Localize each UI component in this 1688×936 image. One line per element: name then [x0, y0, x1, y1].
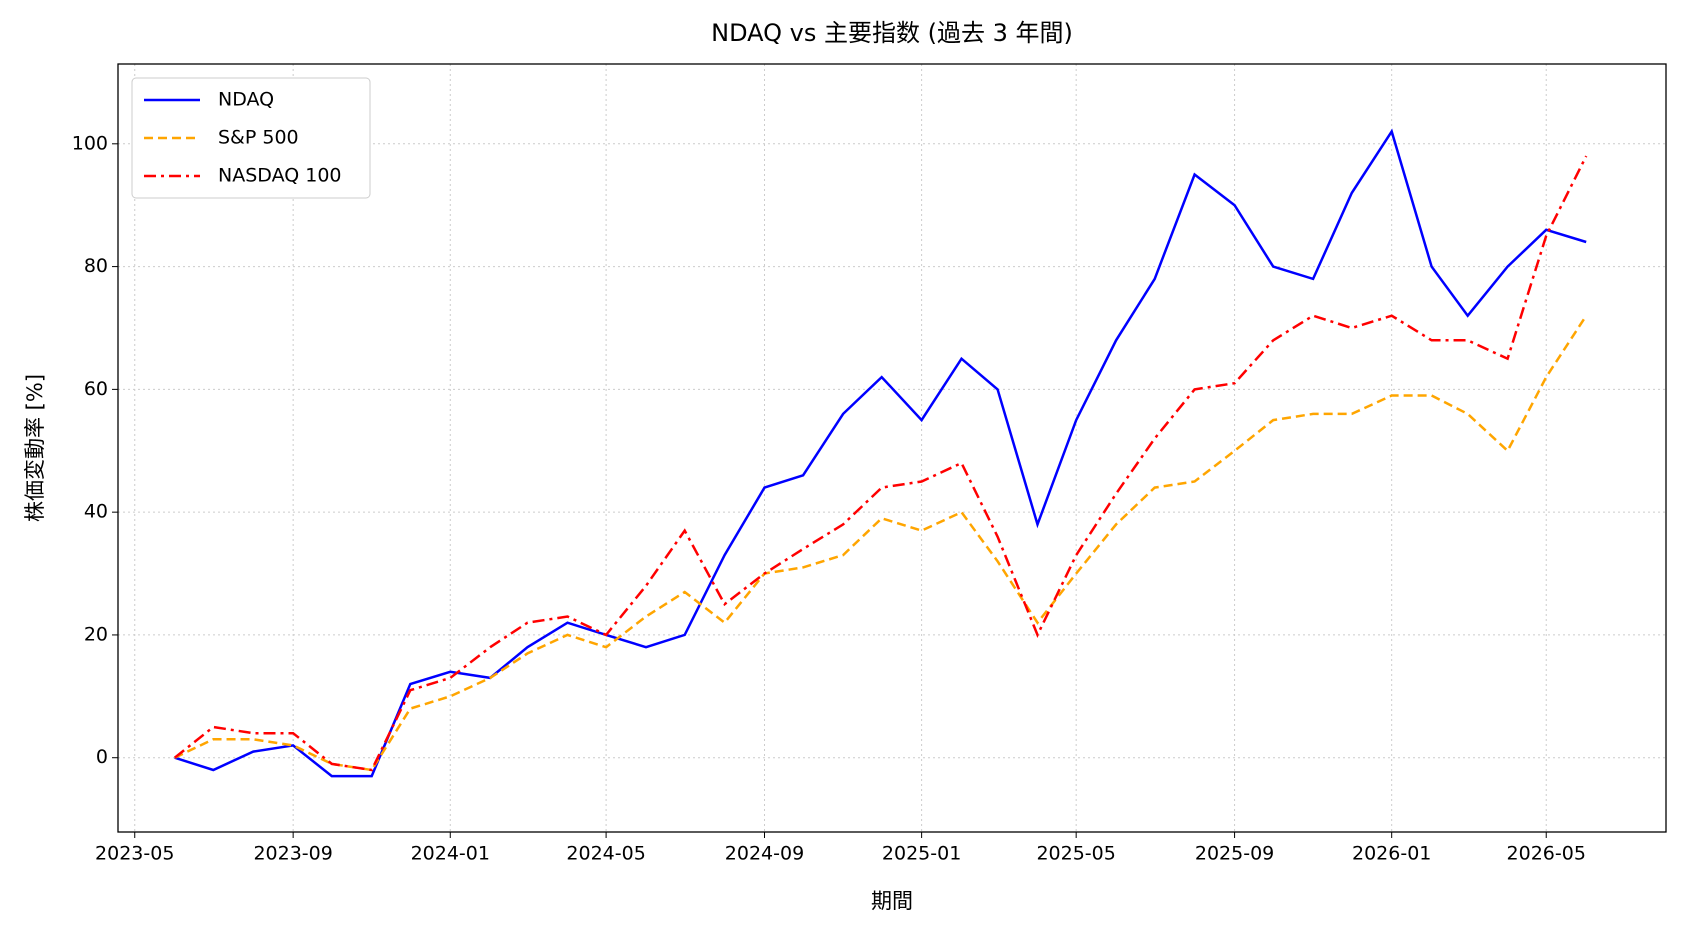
x-tick-label: 2024-05: [566, 843, 645, 865]
y-axis-label: 株価変動率 [%]: [23, 374, 47, 522]
y-tick-label: 20: [84, 623, 108, 645]
legend-box: [131, 77, 371, 199]
x-axis-label: 期間: [871, 889, 913, 913]
x-tick-label: 2023-09: [253, 843, 332, 865]
y-tick-label: 0: [96, 746, 108, 768]
y-tick-label: 40: [84, 501, 108, 523]
y-tick-label: 60: [84, 378, 108, 400]
plot-frame: [117, 63, 1667, 833]
x-tick-label: 2026-05: [1507, 843, 1586, 865]
legend-label: NASDAQ 100: [218, 165, 342, 187]
line-series: [174, 315, 1588, 772]
y-tick-label: 100: [72, 132, 108, 154]
x-tick-label: 2026-01: [1352, 843, 1431, 865]
line-series: [174, 128, 1587, 778]
chart-title: NDAQ vs 主要指数 (過去 3 年間): [711, 19, 1073, 47]
legend-label: S&P 500: [218, 127, 299, 149]
legend-label: NDAQ: [218, 89, 274, 111]
x-tick-label: 2024-01: [411, 843, 490, 865]
line-series: [173, 155, 1588, 772]
x-tick-label: 2024-09: [725, 843, 804, 865]
x-tick-label: 2025-09: [1195, 843, 1274, 865]
x-tick-label: 2025-01: [882, 843, 961, 865]
x-tick-label: 2023-05: [95, 843, 174, 865]
x-tick-label: 2025-05: [1036, 843, 1115, 865]
y-tick-label: 80: [84, 255, 108, 277]
legend: NDAQ S&P 500 NASDAQ 100: [131, 77, 371, 199]
